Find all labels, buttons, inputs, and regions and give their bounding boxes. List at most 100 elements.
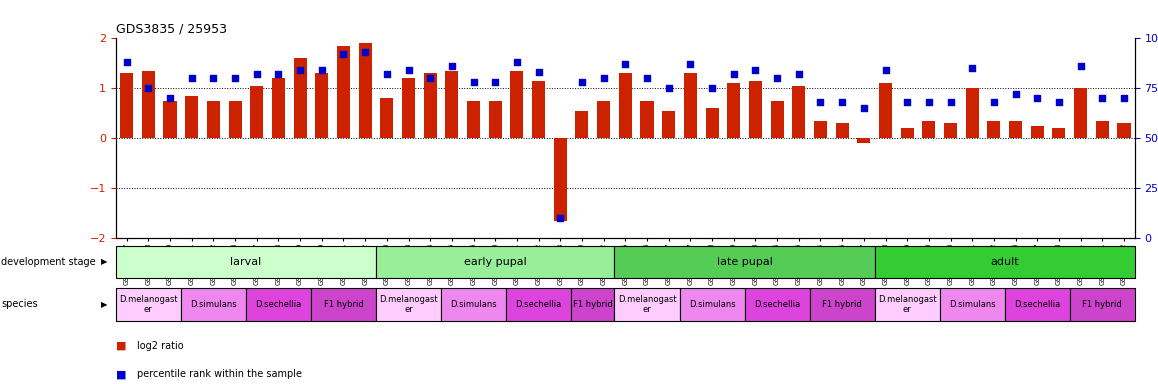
Bar	[424, 73, 437, 138]
Text: D.simulans: D.simulans	[450, 300, 497, 309]
Bar	[745, 288, 809, 321]
Point	[204, 75, 222, 81]
Text: ▶: ▶	[101, 257, 108, 266]
Text: F1 hybrid: F1 hybrid	[822, 300, 862, 309]
Bar	[770, 101, 784, 138]
Text: D.melanogast
er: D.melanogast er	[878, 295, 937, 314]
Bar	[901, 128, 914, 138]
Bar	[1070, 288, 1135, 321]
Bar	[749, 81, 762, 138]
Point	[551, 215, 570, 221]
Bar	[467, 101, 481, 138]
Bar	[662, 111, 675, 138]
Bar	[576, 111, 588, 138]
Bar	[923, 121, 936, 138]
Bar	[141, 71, 155, 138]
Point	[681, 61, 699, 68]
Bar	[966, 88, 979, 138]
Point	[117, 59, 135, 65]
Bar	[1053, 128, 1065, 138]
Text: larval: larval	[230, 257, 262, 267]
Bar	[939, 288, 1005, 321]
Point	[161, 95, 179, 101]
Bar	[618, 73, 632, 138]
Point	[919, 99, 938, 105]
Bar	[857, 138, 871, 143]
Point	[703, 85, 721, 91]
Point	[833, 99, 851, 105]
Point	[1049, 99, 1068, 105]
Point	[378, 71, 396, 78]
Point	[725, 71, 743, 78]
Point	[291, 67, 309, 73]
Point	[335, 51, 353, 58]
Point	[183, 75, 201, 81]
Bar	[245, 288, 312, 321]
Text: D.melanogast
er: D.melanogast er	[379, 295, 438, 314]
Bar	[705, 108, 719, 138]
Bar	[874, 246, 1135, 278]
Point	[768, 75, 786, 81]
Point	[226, 75, 244, 81]
Text: D.simulans: D.simulans	[689, 300, 735, 309]
Text: ■: ■	[116, 341, 126, 351]
Bar	[120, 73, 133, 138]
Point	[442, 63, 461, 70]
Point	[941, 99, 960, 105]
Text: D.simulans: D.simulans	[190, 300, 236, 309]
Bar	[554, 138, 566, 220]
Point	[313, 67, 331, 73]
Point	[877, 67, 895, 73]
Bar	[337, 46, 350, 138]
Text: F1 hybrid: F1 hybrid	[573, 300, 613, 309]
Bar	[376, 288, 441, 321]
Point	[963, 65, 982, 71]
Bar	[250, 86, 263, 138]
Bar	[511, 71, 523, 138]
Point	[1006, 91, 1025, 98]
Bar	[680, 288, 745, 321]
Point	[1093, 95, 1112, 101]
Text: D.melanogast
er: D.melanogast er	[617, 295, 676, 314]
Point	[984, 99, 1003, 105]
Bar	[1075, 88, 1087, 138]
Bar	[489, 101, 501, 138]
Bar	[640, 101, 653, 138]
Text: D.sechellia: D.sechellia	[255, 300, 301, 309]
Point	[507, 59, 526, 65]
Text: GDS3835 / 25953: GDS3835 / 25953	[116, 23, 227, 36]
Text: ■: ■	[116, 369, 126, 379]
Bar	[792, 86, 805, 138]
Text: adult: adult	[990, 257, 1019, 267]
Point	[464, 79, 483, 85]
Point	[638, 75, 657, 81]
Bar	[727, 83, 740, 138]
Bar	[1095, 121, 1109, 138]
Bar	[809, 288, 874, 321]
Bar	[1005, 288, 1070, 321]
Bar	[874, 288, 939, 321]
Bar	[598, 101, 610, 138]
Point	[400, 67, 418, 73]
Bar	[116, 246, 376, 278]
Bar	[879, 83, 892, 138]
Text: D.simulans: D.simulans	[948, 300, 996, 309]
Bar	[506, 288, 571, 321]
Bar	[988, 121, 1001, 138]
Bar	[836, 123, 849, 138]
Bar	[116, 288, 181, 321]
Bar	[163, 101, 176, 138]
Bar	[446, 71, 459, 138]
Text: D.sechellia: D.sechellia	[1014, 300, 1061, 309]
Bar	[1009, 121, 1023, 138]
Bar	[615, 246, 874, 278]
Bar	[684, 73, 697, 138]
Point	[486, 79, 505, 85]
Text: percentile rank within the sample: percentile rank within the sample	[137, 369, 301, 379]
Bar	[315, 73, 328, 138]
Bar	[294, 58, 307, 138]
Text: early pupal: early pupal	[464, 257, 527, 267]
Point	[746, 67, 764, 73]
Text: development stage: development stage	[1, 257, 96, 267]
Bar	[441, 288, 506, 321]
